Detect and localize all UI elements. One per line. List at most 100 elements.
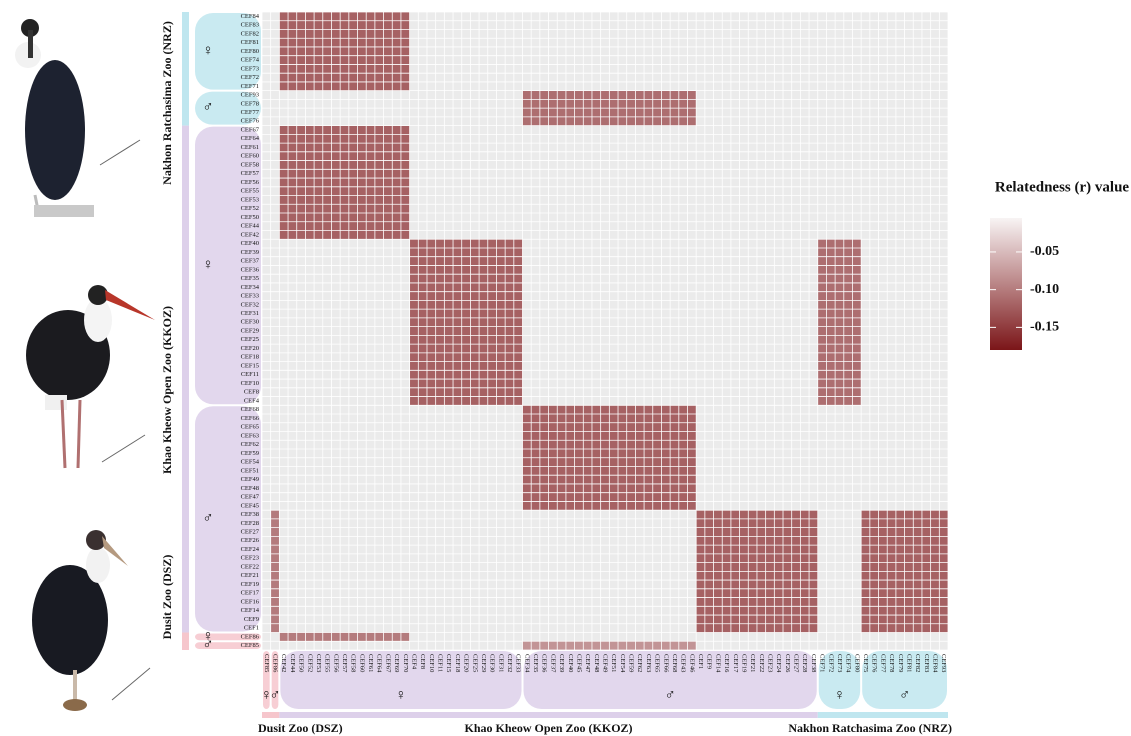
row-label: CEF15 xyxy=(241,362,259,369)
col-zoo-label: Nakhon Ratchasima Zoo (NRZ) xyxy=(788,721,952,735)
col-label: CEF46 xyxy=(688,654,695,673)
col-label: CEF40 xyxy=(567,654,574,672)
row-label: CEF48 xyxy=(241,485,259,492)
row-label: CEF40 xyxy=(241,240,259,247)
row-label: CEF81 xyxy=(241,39,259,46)
row-zoo-band xyxy=(182,632,189,650)
col-label: CEF22 xyxy=(758,654,765,672)
row-label: CEF37 xyxy=(241,258,260,265)
row-label: CEF35 xyxy=(241,275,259,282)
col-sex-label: ♀ xyxy=(834,687,845,703)
row-label: CEF54 xyxy=(241,459,260,466)
col-label: CEF11 xyxy=(437,654,444,672)
row-label: CEF78 xyxy=(241,100,259,107)
col-label: CEF43 xyxy=(680,654,687,672)
row-label: CEF44 xyxy=(241,223,260,230)
col-label: CEF31 xyxy=(497,654,504,672)
heatmap-block xyxy=(817,239,862,406)
row-label: CEF38 xyxy=(241,511,259,518)
col-label: CEF74 xyxy=(845,654,852,673)
row-label: CEF53 xyxy=(241,196,259,203)
row-label: CEF74 xyxy=(241,57,260,64)
row-label: CEF17 xyxy=(241,590,260,597)
row-label: CEF84 xyxy=(241,13,260,20)
row-label: CEF83 xyxy=(241,22,259,29)
row-label: CEF25 xyxy=(241,336,259,343)
row-label: CEF58 xyxy=(241,161,259,168)
col-label: CEF32 xyxy=(506,654,513,672)
col-label: CEF26 xyxy=(784,654,791,673)
row-sex-label: ♀ xyxy=(202,628,213,644)
col-label: CEF8 xyxy=(419,654,426,669)
row-label: CEF32 xyxy=(241,301,259,308)
col-label: CEF84 xyxy=(931,654,938,673)
col-label: CEF47 xyxy=(584,654,591,673)
col-zoo-label: Dusit Zoo (DSZ) xyxy=(258,721,343,735)
row-label: CEF57 xyxy=(241,170,260,177)
row-label: CEF56 xyxy=(241,179,260,186)
row-label: CEF67 xyxy=(241,126,260,133)
row-label: CEF50 xyxy=(241,214,259,221)
row-label: CEF47 xyxy=(241,494,260,501)
heatmap-block xyxy=(279,12,410,91)
row-zoo-band xyxy=(182,125,189,633)
row-label: CEF93 xyxy=(241,92,259,99)
col-label: CEF82 xyxy=(914,654,921,672)
row-label: CEF86 xyxy=(241,633,260,640)
row-label: CEF34 xyxy=(241,284,260,291)
col-label: CEF14 xyxy=(714,654,721,673)
col-label: CEF60 xyxy=(358,654,365,672)
row-label: CEF66 xyxy=(241,415,260,422)
row-label: CEF62 xyxy=(241,441,259,448)
row-label: CEF59 xyxy=(241,450,259,457)
col-zoo-label: Khao Kheow Open Zoo (KKOZ) xyxy=(465,721,633,735)
col-label: CEF79 xyxy=(897,654,904,672)
row-label: CEF72 xyxy=(241,74,259,81)
row-label: CEF85 xyxy=(241,642,259,649)
heatmap-block xyxy=(409,239,523,406)
col-label: CEF52 xyxy=(306,654,313,672)
row-sex-label: ♀ xyxy=(202,257,213,273)
col-zoo-band xyxy=(817,712,948,718)
col-label: CEF67 xyxy=(384,654,391,673)
colorbar xyxy=(990,218,1022,350)
col-sex-label: ♂ xyxy=(269,687,280,703)
col-sex-group xyxy=(271,651,279,709)
col-label: CEF49 xyxy=(602,654,609,672)
row-label: CEF24 xyxy=(241,546,260,553)
col-label: CEF21 xyxy=(749,654,756,672)
row-sex-group xyxy=(195,406,261,632)
bird-1 xyxy=(15,19,141,217)
row-label: CEF49 xyxy=(241,476,259,483)
row-label: CEF36 xyxy=(241,266,260,273)
col-label: CEF9 xyxy=(706,654,713,669)
row-sex-group xyxy=(195,126,261,405)
col-label: CEF39 xyxy=(558,654,565,672)
col-label: CEF66 xyxy=(662,654,669,673)
col-label: CEF54 xyxy=(619,654,626,673)
col-label: CEF78 xyxy=(888,654,895,672)
row-label: CEF73 xyxy=(241,65,259,72)
col-label: CEF86 xyxy=(272,654,279,673)
col-label: CEF23 xyxy=(767,654,774,672)
row-label: CEF14 xyxy=(241,607,260,614)
col-sex-label: ♀ xyxy=(395,687,406,703)
col-label: CEF20 xyxy=(463,654,470,672)
col-label: CEF19 xyxy=(740,654,747,672)
col-label: CEF72 xyxy=(827,654,834,672)
col-sex-group xyxy=(263,651,270,709)
row-label: CEF10 xyxy=(241,380,259,387)
col-label: CEF70 xyxy=(402,654,409,672)
col-sex-label: ♂ xyxy=(899,687,910,703)
row-label: CEF20 xyxy=(241,345,259,352)
row-zoo-band xyxy=(182,12,189,126)
row-label: CEF52 xyxy=(241,205,259,212)
col-label: CEF68 xyxy=(671,654,678,672)
row-label: CEF77 xyxy=(241,109,260,116)
row-label: CEF68 xyxy=(241,406,259,413)
row-label: CEF28 xyxy=(241,520,259,527)
row-label: CEF61 xyxy=(241,144,259,151)
row-label: CEF60 xyxy=(241,153,259,160)
col-label: CEF28 xyxy=(801,654,808,672)
